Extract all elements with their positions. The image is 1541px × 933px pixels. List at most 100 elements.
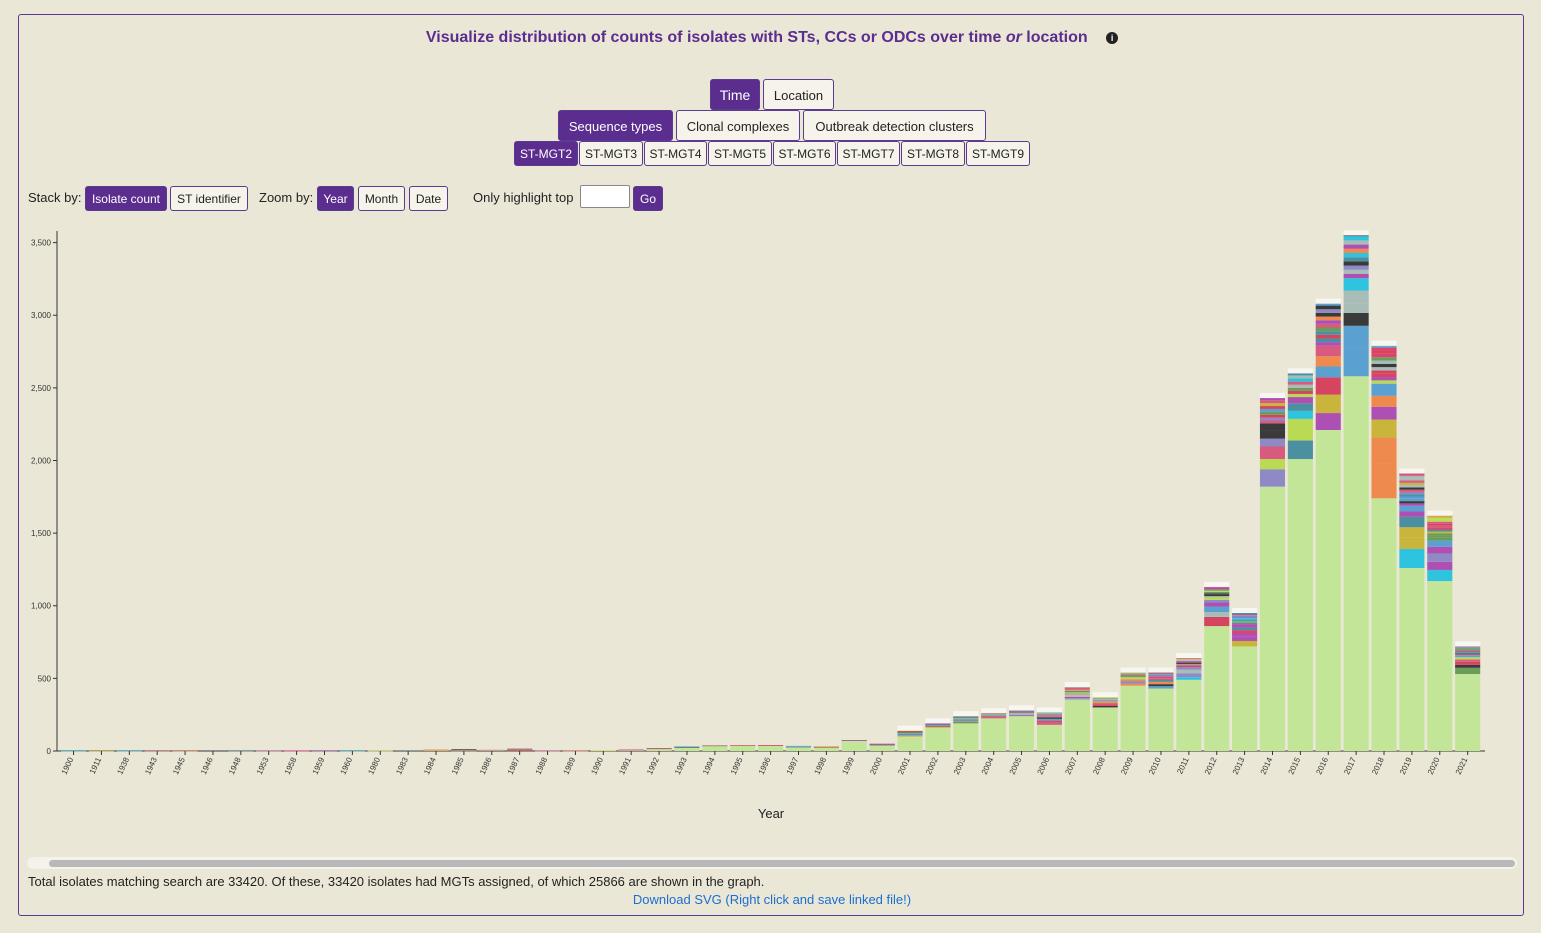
bar-cap bbox=[1287, 368, 1313, 374]
bar-segment bbox=[1399, 480, 1425, 483]
highlight-top-input[interactable] bbox=[580, 185, 630, 208]
bar-segment bbox=[1120, 672, 1146, 674]
bar-segment bbox=[507, 750, 533, 752]
bar-segment bbox=[1343, 273, 1369, 279]
bar-segment bbox=[1204, 596, 1230, 598]
tab-st-mgt8[interactable]: ST-MGT8 bbox=[901, 141, 965, 166]
y-tick-label: 3,000 bbox=[31, 311, 52, 320]
bar-segment bbox=[646, 748, 672, 749]
tab-st-mgt7[interactable]: ST-MGT7 bbox=[837, 141, 900, 166]
bar-segment bbox=[1287, 381, 1313, 385]
info-icon[interactable]: i bbox=[1106, 31, 1119, 44]
bar-segment bbox=[1232, 622, 1258, 624]
zoom-date-button[interactable]: Date bbox=[409, 186, 448, 211]
bar-segment bbox=[1315, 338, 1341, 343]
bar-segment bbox=[1343, 252, 1369, 258]
bar-segment bbox=[1455, 659, 1481, 662]
x-tick-label: 1943 bbox=[143, 756, 159, 776]
bar-segment bbox=[1399, 485, 1425, 488]
bar-segment bbox=[1399, 537, 1425, 549]
bar-segment bbox=[1259, 403, 1286, 407]
bar-segment bbox=[1371, 419, 1397, 438]
bar-segment bbox=[953, 721, 979, 724]
x-tick-label: 1988 bbox=[534, 756, 550, 776]
tab-sequence-types[interactable]: Sequence types bbox=[558, 110, 673, 141]
bar-segment bbox=[1120, 672, 1146, 674]
bar-segment bbox=[1427, 553, 1453, 562]
x-tick-label: 2014 bbox=[1259, 756, 1275, 776]
bar-segment bbox=[1315, 331, 1341, 335]
bar-segment bbox=[1399, 473, 1425, 476]
x-tick-label: 1960 bbox=[339, 756, 355, 776]
bar-segment bbox=[1427, 529, 1453, 532]
bar-segment bbox=[1315, 323, 1341, 328]
tab-time[interactable]: Time bbox=[710, 79, 760, 110]
bar-segment bbox=[1371, 380, 1397, 384]
tab-st-mgt6[interactable]: ST-MGT6 bbox=[773, 141, 836, 166]
zoom-month-button[interactable]: Month bbox=[358, 186, 405, 211]
bar-segment-base bbox=[1315, 429, 1341, 751]
bar-segment bbox=[1259, 417, 1286, 421]
tab-outbreak-detection-clusters[interactable]: Outbreak detection clusters bbox=[803, 110, 986, 141]
zoom-year-button[interactable]: Year bbox=[317, 186, 354, 211]
x-tick-label: 1953 bbox=[255, 756, 271, 776]
y-tick-label: 1,500 bbox=[31, 529, 52, 538]
bar-segment bbox=[1259, 438, 1286, 447]
page-title: Visualize distribution of counts of isol… bbox=[19, 29, 1525, 47]
bar-segment bbox=[1064, 695, 1090, 697]
tab-st-mgt9[interactable]: ST-MGT9 bbox=[966, 141, 1030, 166]
bar-segment bbox=[1064, 689, 1090, 691]
bar-segment bbox=[1092, 704, 1118, 706]
bar-segment bbox=[1371, 395, 1397, 407]
tab-clonal-complexes[interactable]: Clonal complexes bbox=[676, 110, 800, 141]
bar-segment bbox=[1009, 711, 1035, 713]
bar-segment bbox=[1120, 678, 1146, 680]
bar-segment bbox=[1064, 691, 1090, 692]
x-tick-label: 2020 bbox=[1426, 756, 1442, 776]
bar-segment bbox=[953, 718, 979, 719]
bar-segment bbox=[1036, 715, 1062, 716]
bar-segment bbox=[1343, 236, 1369, 241]
tab-st-mgt3[interactable]: ST-MGT3 bbox=[579, 141, 643, 166]
bar-cap bbox=[1148, 667, 1174, 673]
stack-isolate-count-button[interactable]: Isolate count bbox=[85, 186, 167, 211]
bar-segment bbox=[1343, 261, 1369, 266]
bar-segment bbox=[1427, 517, 1453, 520]
tab-st-mgt4[interactable]: ST-MGT4 bbox=[644, 141, 707, 166]
chart-scrollbar-thumb[interactable] bbox=[49, 860, 1515, 867]
bar-segment bbox=[897, 733, 923, 735]
bar-segment bbox=[925, 725, 951, 727]
bar-segment bbox=[1176, 660, 1202, 661]
bar-segment bbox=[1036, 716, 1062, 717]
bar-segment bbox=[1204, 587, 1230, 590]
x-tick-label: 1998 bbox=[813, 756, 829, 776]
bar-segment bbox=[1092, 703, 1118, 705]
bar-segment-base bbox=[1009, 716, 1035, 751]
bar-segment-base bbox=[618, 749, 644, 751]
bar-segment bbox=[1427, 535, 1453, 538]
bar-segment bbox=[451, 749, 477, 750]
x-tick-label: 1900 bbox=[60, 756, 76, 776]
bar-segment bbox=[1092, 700, 1118, 702]
bar-segment bbox=[1315, 413, 1341, 430]
bar-segment bbox=[1092, 698, 1118, 700]
x-tick-label: 1996 bbox=[757, 756, 773, 776]
bar-segment bbox=[1427, 533, 1453, 536]
bar-segment bbox=[284, 750, 310, 752]
bar-segment bbox=[953, 717, 979, 718]
bar-cap bbox=[1259, 393, 1286, 399]
x-tick-label: 1983 bbox=[394, 756, 410, 776]
tab-location[interactable]: Location bbox=[763, 79, 834, 110]
tab-st-mgt2[interactable]: ST-MGT2 bbox=[514, 141, 578, 166]
x-tick-label: 2002 bbox=[924, 756, 940, 776]
bar-segment bbox=[1287, 403, 1313, 411]
download-svg-link[interactable]: Download SVG (Right click and save linke… bbox=[632, 892, 912, 907]
bar-segment bbox=[1204, 616, 1230, 627]
bar-segment-base bbox=[674, 747, 700, 751]
bar-segment bbox=[1343, 244, 1369, 249]
go-button[interactable]: Go bbox=[633, 186, 663, 211]
stack-st-identifier-button[interactable]: ST identifier bbox=[170, 186, 248, 211]
tab-st-mgt5[interactable]: ST-MGT5 bbox=[708, 141, 772, 166]
bar-segment bbox=[1148, 686, 1174, 689]
bar-segment bbox=[1036, 713, 1062, 715]
